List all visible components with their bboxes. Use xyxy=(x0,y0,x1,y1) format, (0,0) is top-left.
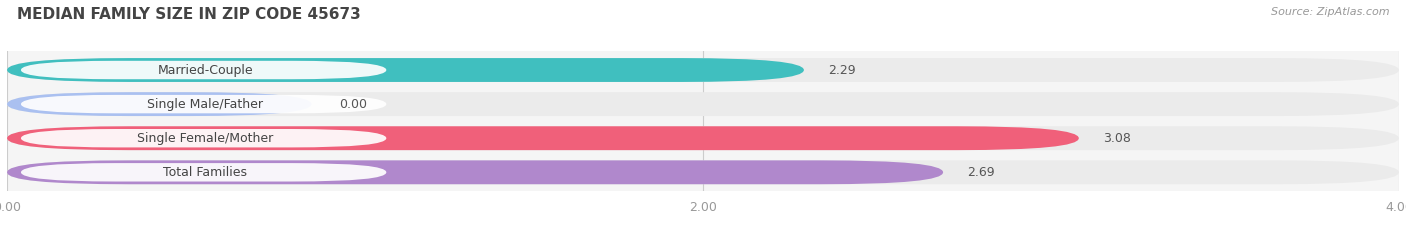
Text: 2.29: 2.29 xyxy=(828,64,856,76)
FancyBboxPatch shape xyxy=(21,95,387,113)
FancyBboxPatch shape xyxy=(7,58,1399,82)
Text: 0.00: 0.00 xyxy=(339,98,367,111)
FancyBboxPatch shape xyxy=(21,163,387,182)
FancyBboxPatch shape xyxy=(7,58,804,82)
FancyBboxPatch shape xyxy=(7,160,943,184)
FancyBboxPatch shape xyxy=(21,61,387,79)
FancyBboxPatch shape xyxy=(7,126,1078,150)
FancyBboxPatch shape xyxy=(21,129,387,147)
FancyBboxPatch shape xyxy=(7,160,1399,184)
FancyBboxPatch shape xyxy=(7,126,1399,150)
Text: Single Male/Father: Single Male/Father xyxy=(148,98,263,111)
Text: Married-Couple: Married-Couple xyxy=(157,64,253,76)
Text: Total Families: Total Families xyxy=(163,166,247,179)
Text: 2.69: 2.69 xyxy=(967,166,995,179)
Text: MEDIAN FAMILY SIZE IN ZIP CODE 45673: MEDIAN FAMILY SIZE IN ZIP CODE 45673 xyxy=(17,7,360,22)
Text: Source: ZipAtlas.com: Source: ZipAtlas.com xyxy=(1271,7,1389,17)
Text: Single Female/Mother: Single Female/Mother xyxy=(138,132,274,145)
Text: 3.08: 3.08 xyxy=(1104,132,1130,145)
FancyBboxPatch shape xyxy=(7,92,1399,116)
FancyBboxPatch shape xyxy=(7,92,312,116)
